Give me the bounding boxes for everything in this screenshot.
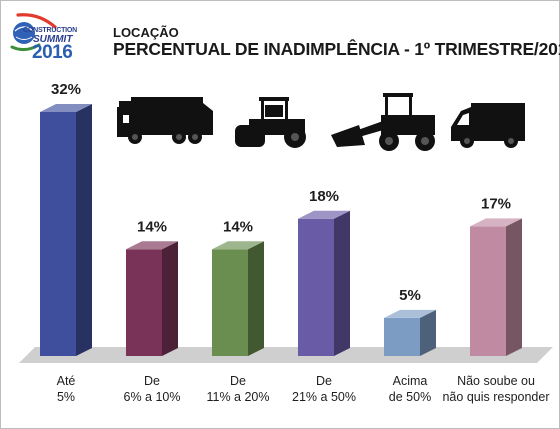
bar-5 [384, 309, 436, 356]
value-label-2: 14% [137, 218, 167, 235]
category-label-1: Até 5% [57, 374, 76, 404]
category-label-6: Não soube ou não quis responder [442, 374, 549, 404]
chart-title: PERCENTUAL DE INADIMPLÊNCIA - 1º TRIMEST… [113, 39, 560, 59]
bar-top [384, 309, 436, 318]
logo-line1: CONSTRUCTION [23, 27, 77, 34]
bar-top [470, 218, 522, 227]
bar-front [470, 226, 506, 356]
bar-top [126, 241, 178, 250]
bar-top [212, 241, 264, 250]
vehicle-icons [117, 93, 525, 151]
bar-side [506, 218, 522, 356]
bar-6 [470, 218, 522, 356]
globe-icon [10, 13, 57, 52]
header: CONSTRUCTION SUMMIT 2016 LOCAÇÃO PERCENT… [9, 5, 560, 63]
category-label-2: De 6% a 10% [124, 374, 181, 404]
category-label-3: De 11% a 20% [206, 374, 269, 404]
bar-front [40, 112, 76, 356]
logo-line2: SUMMIT [33, 34, 73, 45]
logo-year: 2016 [32, 42, 73, 63]
bar-1 [40, 104, 92, 356]
chart-subtitle: LOCAÇÃO [113, 25, 179, 40]
value-label-4: 18% [309, 188, 339, 205]
value-labels: 32% 14% 14% 18% 5% 17% [51, 81, 511, 304]
bar-side [248, 241, 264, 356]
value-label-5: 5% [399, 287, 421, 304]
value-label-3: 14% [223, 218, 253, 235]
bar-4 [298, 210, 350, 356]
bar-front [126, 249, 162, 356]
category-label-4: De 21% a 50% [292, 374, 356, 404]
bar-side [162, 241, 178, 356]
category-labels: Até 5% De 6% a 10% De 11% a 20% De 21% a 50% Aci… [57, 374, 550, 404]
road-roller-icon [235, 97, 306, 148]
bar-3 [212, 241, 264, 356]
van-icon [451, 103, 525, 148]
wheel-loader-icon [331, 93, 435, 151]
bar-top [298, 210, 350, 219]
compactor-truck-icon [117, 97, 213, 144]
bar-front [298, 218, 334, 356]
bars [40, 104, 522, 356]
bar-side [334, 210, 350, 356]
construction-summit-logo: CONSTRUCTION SUMMIT 2016 [9, 5, 77, 63]
bar-side [76, 104, 92, 356]
bar-front [384, 317, 420, 356]
bar-top [40, 104, 92, 112]
category-label-5: Acima de 50% [389, 374, 431, 404]
value-label-1: 32% [51, 81, 81, 98]
bar-2 [126, 241, 178, 356]
bar-side [420, 309, 436, 356]
bar-front [212, 249, 248, 356]
value-label-6: 17% [481, 195, 511, 212]
